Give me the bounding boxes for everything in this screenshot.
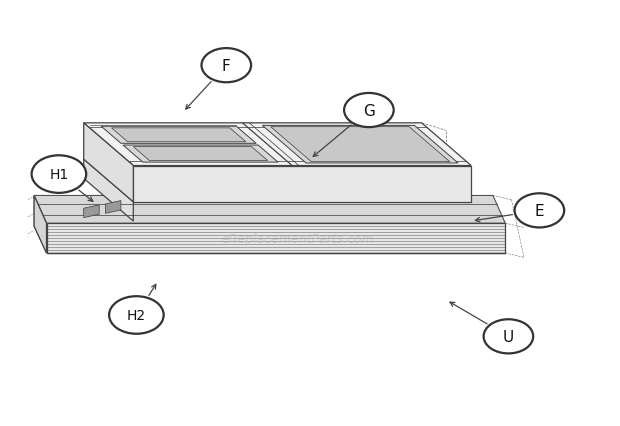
Polygon shape <box>84 124 471 166</box>
Circle shape <box>32 156 86 193</box>
Polygon shape <box>34 196 505 224</box>
Polygon shape <box>34 196 46 253</box>
Text: E: E <box>534 203 544 219</box>
Polygon shape <box>84 124 133 202</box>
Polygon shape <box>84 160 133 222</box>
Text: H1: H1 <box>49 168 69 181</box>
Polygon shape <box>84 205 99 218</box>
Text: F: F <box>222 58 231 74</box>
Circle shape <box>515 194 564 228</box>
Polygon shape <box>271 127 450 162</box>
Circle shape <box>484 320 533 354</box>
Text: eReplacementParts.com: eReplacementParts.com <box>221 232 374 245</box>
Text: U: U <box>503 329 514 344</box>
Polygon shape <box>133 147 268 161</box>
Polygon shape <box>46 224 505 253</box>
Polygon shape <box>123 146 278 163</box>
Polygon shape <box>112 129 246 142</box>
Polygon shape <box>34 196 46 253</box>
Circle shape <box>109 296 164 334</box>
Text: H2: H2 <box>127 308 146 322</box>
Polygon shape <box>262 126 458 164</box>
Circle shape <box>344 94 394 128</box>
Circle shape <box>202 49 251 83</box>
Polygon shape <box>101 127 256 144</box>
Polygon shape <box>133 166 471 202</box>
Polygon shape <box>105 201 121 214</box>
Text: G: G <box>363 103 375 118</box>
